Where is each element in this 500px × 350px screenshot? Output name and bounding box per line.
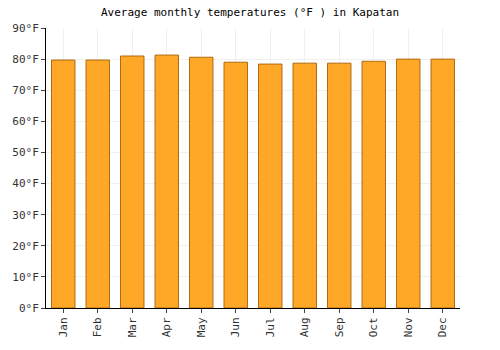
svg-text:Sep: Sep — [333, 317, 346, 337]
svg-text:Apr: Apr — [160, 317, 173, 337]
svg-text:Aug: Aug — [298, 317, 311, 337]
svg-text:Jul: Jul — [264, 317, 277, 337]
svg-text:Jan: Jan — [57, 317, 70, 337]
svg-text:Jun: Jun — [229, 317, 242, 337]
svg-text:90°F: 90°F — [12, 22, 39, 35]
svg-text:Dec: Dec — [436, 317, 449, 337]
svg-text:70°F: 70°F — [12, 84, 39, 97]
svg-text:Nov: Nov — [402, 317, 415, 337]
svg-text:0°F: 0°F — [19, 302, 39, 315]
svg-text:20°F: 20°F — [12, 240, 39, 253]
svg-text:40°F: 40°F — [12, 177, 39, 190]
svg-text:Oct: Oct — [367, 317, 380, 337]
svg-text:Feb: Feb — [91, 317, 104, 337]
svg-text:10°F: 10°F — [12, 271, 39, 284]
svg-text:80°F: 80°F — [12, 53, 39, 66]
svg-text:Mar: Mar — [126, 317, 139, 337]
svg-text:Average monthly temperatures (: Average monthly temperatures (°F ) in Ka… — [101, 6, 399, 19]
svg-text:30°F: 30°F — [12, 209, 39, 222]
svg-text:60°F: 60°F — [12, 115, 39, 128]
svg-text:May: May — [195, 317, 208, 337]
svg-text:50°F: 50°F — [12, 146, 39, 159]
